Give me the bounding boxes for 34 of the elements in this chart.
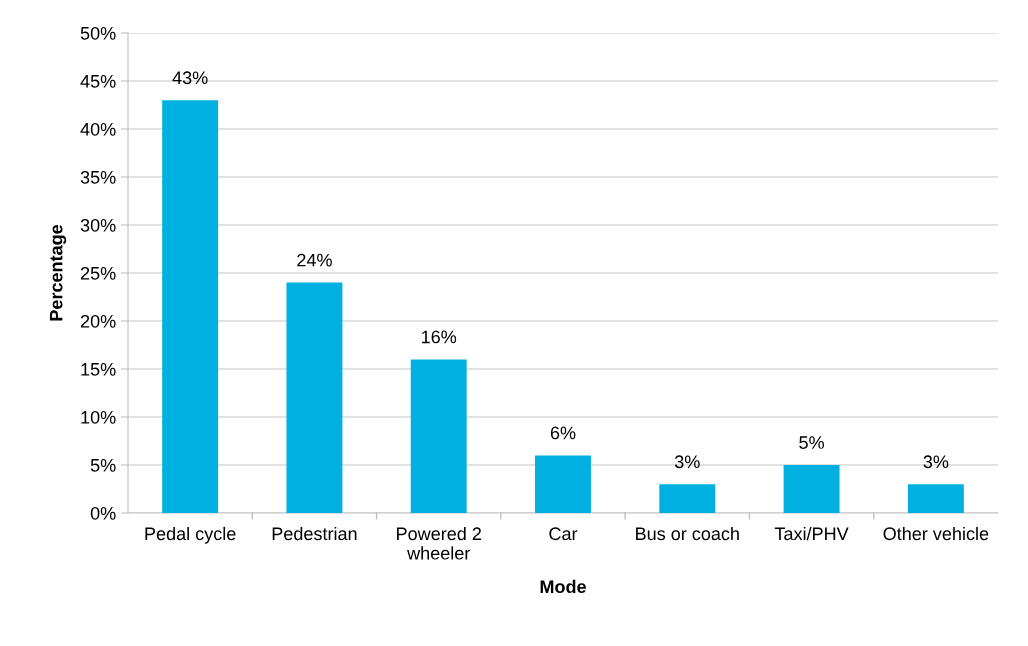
x-axis-title: Mode — [540, 579, 586, 594]
y-tick-label: 25% — [80, 266, 116, 280]
y-tick-label: 45% — [80, 75, 116, 88]
data-label: 43% — [172, 71, 208, 85]
data-label: 3% — [923, 455, 949, 469]
x-tick-label: Bus or coach — [636, 526, 739, 541]
bar — [783, 465, 840, 513]
data-label: 6% — [550, 426, 576, 440]
x-tick-label: Pedestrian — [272, 526, 357, 541]
bar — [410, 359, 467, 513]
x-tick-label: Powered 2 wheeler — [397, 526, 481, 560]
bar — [286, 282, 343, 513]
y-tick-label: 50% — [80, 26, 116, 40]
y-tick-label: 30% — [80, 218, 116, 232]
bar — [535, 455, 591, 513]
y-tick-label: 10% — [81, 410, 116, 424]
y-tick-label: 40% — [80, 122, 116, 136]
y-tick-label: 0% — [90, 506, 116, 520]
data-label: 3% — [674, 455, 700, 469]
data-label: 16% — [422, 330, 457, 344]
data-label: 5% — [799, 436, 824, 449]
x-tick-label: Taxi/PHV — [774, 526, 849, 541]
x-tick-label: Other vehicle — [883, 526, 989, 541]
y-tick-label: 35% — [80, 170, 116, 184]
y-axis-title: Percentage — [49, 224, 67, 321]
data-label: 24% — [297, 253, 332, 267]
bar — [659, 484, 716, 513]
y-tick-label: 15% — [81, 363, 116, 376]
x-tick-label: Car — [549, 527, 578, 541]
y-tick-label: 20% — [80, 314, 116, 328]
bar — [907, 484, 964, 513]
y-tick-label: 5% — [90, 459, 116, 472]
bar — [162, 100, 219, 513]
x-tick-label: Pedal cycle — [145, 526, 236, 544]
